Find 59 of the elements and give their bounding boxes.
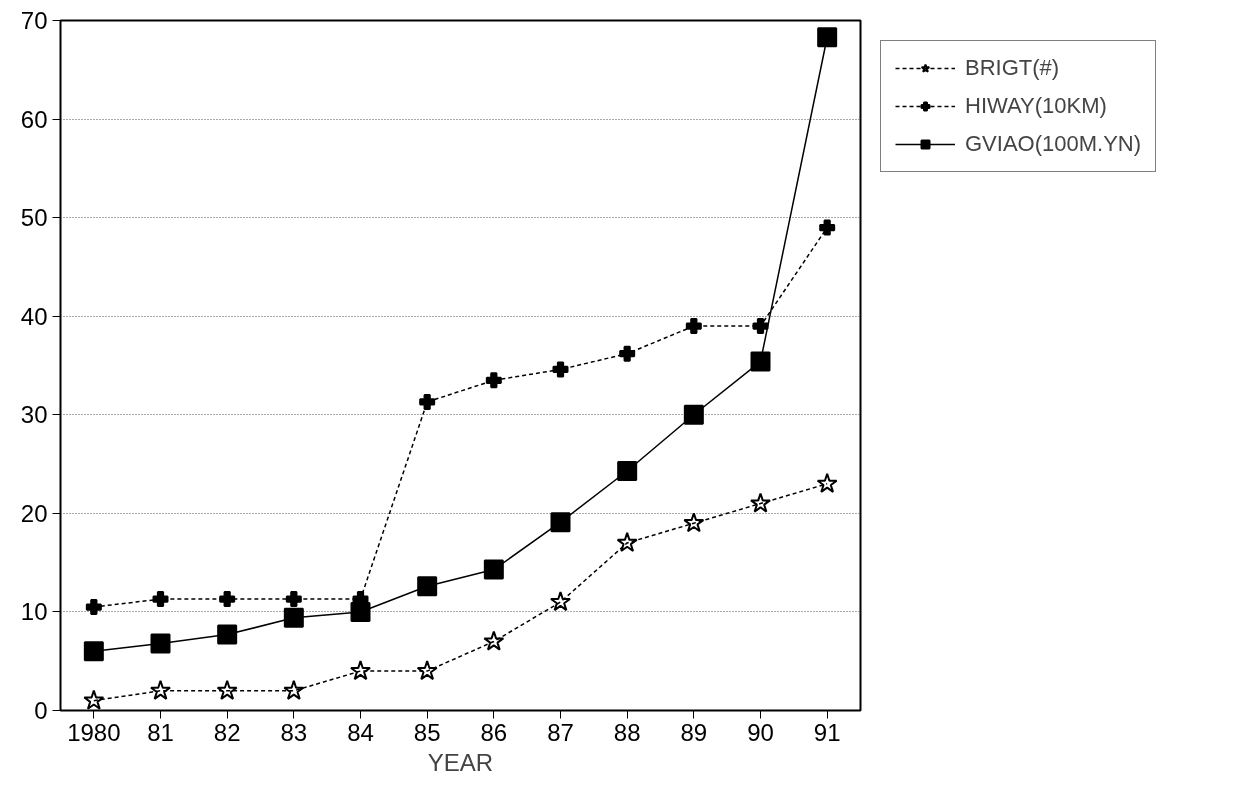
point <box>419 393 436 410</box>
point <box>417 576 438 597</box>
x-axis-title: YEAR <box>427 748 494 776</box>
point <box>283 607 304 628</box>
point <box>749 492 772 513</box>
point <box>83 689 105 710</box>
point <box>83 641 104 662</box>
point <box>616 531 638 553</box>
point <box>349 660 372 681</box>
y-tick-label: 10 <box>20 598 48 626</box>
x-tick-label: 84 <box>347 718 374 746</box>
legend-label: BRIGT(#) <box>965 55 1060 81</box>
point <box>350 601 371 622</box>
y-tick-label: 30 <box>20 401 48 429</box>
point <box>149 679 172 700</box>
legend-label: HIWAY(10KM) <box>965 93 1107 119</box>
y-tick-label: 60 <box>20 105 48 133</box>
x-tick-label: 1980 <box>67 718 121 746</box>
point <box>150 633 171 654</box>
y-tick-label: 70 <box>20 7 48 34</box>
point <box>85 599 102 615</box>
point <box>483 630 505 651</box>
x-tick-label: 88 <box>613 718 641 746</box>
point <box>217 624 238 645</box>
point <box>817 27 838 48</box>
x-tick-label: 86 <box>480 718 508 746</box>
point <box>552 361 569 378</box>
point <box>285 591 302 608</box>
point <box>152 591 169 608</box>
point <box>485 372 502 389</box>
point <box>550 512 571 533</box>
x-tick-label: 90 <box>747 718 774 746</box>
point <box>216 679 238 700</box>
x-tick-label: 85 <box>413 718 441 746</box>
point <box>683 404 704 425</box>
x-tick-label: 81 <box>147 718 174 746</box>
x-tick-label: 91 <box>813 718 841 746</box>
point <box>816 472 838 493</box>
point <box>283 679 305 700</box>
point <box>683 512 705 533</box>
point <box>549 591 572 612</box>
point <box>483 559 504 580</box>
y-tick-label: 20 <box>20 499 48 527</box>
x-tick-label: 83 <box>280 718 308 746</box>
y-tick-label: 0 <box>34 697 48 724</box>
point <box>619 345 636 362</box>
point <box>750 351 771 372</box>
point <box>416 660 438 681</box>
x-tick-label: 89 <box>680 718 708 746</box>
x-tick-label: 82 <box>213 718 241 746</box>
y-tick-label: 40 <box>20 302 48 330</box>
point <box>752 318 769 335</box>
point <box>219 591 236 608</box>
x-tick-label: 87 <box>547 718 574 746</box>
point <box>819 219 836 236</box>
point <box>617 460 638 481</box>
point <box>685 318 702 335</box>
y-tick-label: 50 <box>20 204 48 232</box>
legend-label: GVIAO(100M.YN) <box>965 131 1142 157</box>
